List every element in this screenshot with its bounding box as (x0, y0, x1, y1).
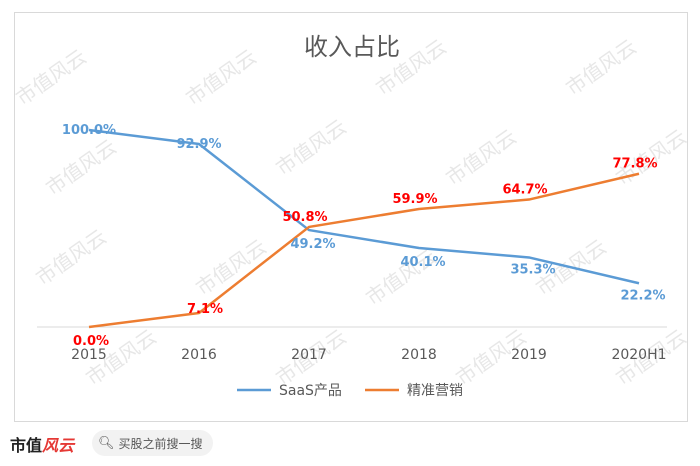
data-labels: 100.0% 92.9% 49.2% 40.1% 35.3% 22.2% 0.0% 7.1% 5… (62, 123, 666, 349)
data-label: 22.2% (620, 288, 665, 303)
chart-title: 收入占比 (304, 33, 400, 61)
data-label: 50.8% (282, 210, 327, 225)
legend-label: SaaS产品 (279, 383, 342, 399)
data-label: 35.3% (510, 262, 555, 277)
series-line-marketing (88, 172, 640, 329)
data-label: 0.0% (73, 334, 109, 349)
x-tick-label: 2017 (291, 347, 327, 363)
series-lines (88, 128, 640, 329)
watermark-text: 市值风云 (181, 44, 260, 110)
search-icon: 🔍︎ (98, 435, 115, 451)
data-label: 100.0% (62, 123, 116, 138)
data-label: 40.1% (400, 255, 445, 270)
brand-text: 市值 (10, 436, 43, 455)
watermark-text: 市值风云 (41, 134, 120, 200)
x-axis-ticks: 2015 2016 2017 2018 2019 2020H1 (71, 347, 666, 363)
data-label: 59.9% (392, 192, 437, 207)
x-tick-label: 2016 (181, 347, 217, 363)
data-label: 77.8% (612, 157, 657, 172)
watermark-text: 市值风云 (31, 224, 110, 290)
chart-frame: 市值风云 市值风云 市值风云 市值风云 市值风云 市值风云 市值风云 市值风云 市值风云 市值风云… (14, 12, 689, 422)
data-label: 92.9% (176, 137, 221, 152)
data-label: 7.1% (187, 302, 223, 317)
watermark-text: 市值风云 (561, 34, 640, 100)
watermark-text: 市值风云 (271, 114, 350, 180)
footer-bar: 市值风云 🔍︎ 买股之前搜一搜 (0, 424, 700, 466)
series-line-saas (88, 128, 640, 285)
brand-script-text: 风云 (42, 436, 75, 455)
legend: SaaS产品 精准营销 (237, 383, 463, 399)
search-box[interactable]: 🔍︎ 买股之前搜一搜 (92, 430, 213, 456)
brand-logo: 市值风云 (10, 432, 74, 456)
x-tick-label: 2019 (511, 347, 547, 363)
x-tick-label: 2015 (71, 347, 107, 363)
watermark-text: 市值风云 (441, 124, 520, 190)
x-tick-label: 2018 (401, 347, 437, 363)
search-text: 买股之前搜一搜 (118, 436, 203, 451)
data-label: 49.2% (290, 237, 335, 252)
legend-label: 精准营销 (407, 383, 463, 399)
x-tick-label: 2020H1 (611, 347, 666, 363)
data-label: 64.7% (502, 183, 547, 198)
watermark-text: 市值风云 (15, 44, 91, 110)
